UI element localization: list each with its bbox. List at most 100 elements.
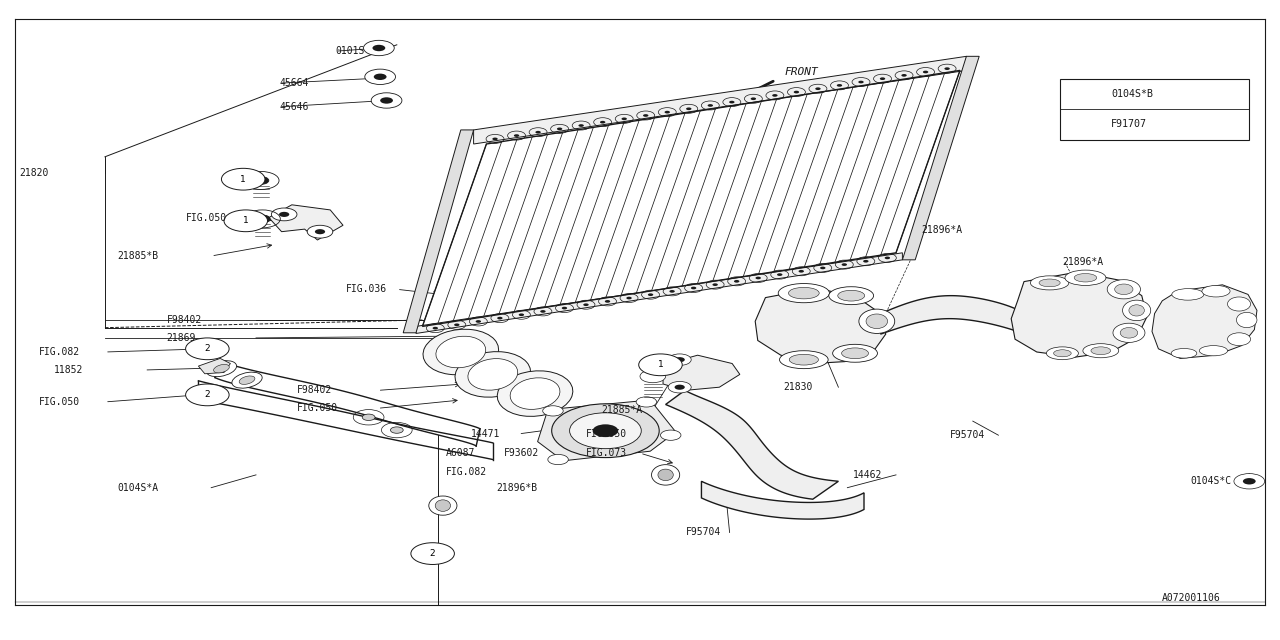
- Circle shape: [923, 70, 928, 74]
- Ellipse shape: [658, 469, 673, 481]
- Text: 45664: 45664: [279, 78, 308, 88]
- Ellipse shape: [1120, 328, 1138, 338]
- Circle shape: [636, 397, 657, 407]
- Circle shape: [518, 314, 524, 316]
- Circle shape: [1065, 115, 1101, 133]
- Ellipse shape: [497, 371, 573, 417]
- Circle shape: [584, 303, 589, 306]
- Polygon shape: [474, 56, 966, 144]
- Text: A6087: A6087: [445, 448, 475, 458]
- Ellipse shape: [790, 355, 818, 365]
- Text: F91707: F91707: [1111, 119, 1147, 129]
- Text: 21896*B: 21896*B: [497, 483, 538, 493]
- Circle shape: [365, 69, 396, 84]
- Circle shape: [777, 273, 782, 276]
- Ellipse shape: [232, 372, 262, 388]
- Circle shape: [713, 284, 718, 286]
- Text: F95704: F95704: [950, 430, 986, 440]
- Circle shape: [372, 45, 385, 51]
- Ellipse shape: [859, 309, 895, 333]
- Ellipse shape: [1236, 312, 1257, 328]
- Polygon shape: [416, 253, 902, 333]
- Text: 14471: 14471: [471, 429, 500, 439]
- Text: F95704: F95704: [686, 527, 722, 538]
- Circle shape: [730, 100, 735, 104]
- Text: 2: 2: [430, 549, 435, 558]
- Circle shape: [271, 208, 297, 221]
- Circle shape: [593, 424, 618, 437]
- Circle shape: [1065, 85, 1101, 103]
- Circle shape: [675, 385, 685, 390]
- Text: FIG.050: FIG.050: [186, 212, 227, 223]
- Ellipse shape: [1228, 333, 1251, 346]
- Polygon shape: [701, 481, 864, 519]
- Circle shape: [1234, 474, 1265, 489]
- Circle shape: [660, 430, 681, 440]
- Circle shape: [815, 88, 820, 90]
- Polygon shape: [666, 390, 838, 499]
- Text: 1: 1: [658, 360, 663, 369]
- Ellipse shape: [1228, 297, 1251, 311]
- Text: FIG.082: FIG.082: [38, 347, 79, 357]
- Polygon shape: [663, 355, 740, 390]
- Circle shape: [307, 225, 333, 238]
- Circle shape: [626, 297, 632, 300]
- Ellipse shape: [1107, 280, 1140, 299]
- Circle shape: [364, 40, 394, 56]
- Circle shape: [493, 138, 498, 140]
- Circle shape: [820, 267, 826, 269]
- Ellipse shape: [1065, 270, 1106, 285]
- Circle shape: [315, 229, 325, 234]
- Ellipse shape: [1115, 284, 1133, 294]
- Text: 21885*B: 21885*B: [118, 251, 159, 261]
- Circle shape: [859, 81, 864, 83]
- Polygon shape: [902, 56, 979, 260]
- Text: 14462: 14462: [852, 470, 882, 480]
- Circle shape: [543, 406, 563, 416]
- Ellipse shape: [454, 351, 531, 397]
- Ellipse shape: [867, 314, 887, 328]
- Text: FRONT: FRONT: [785, 67, 818, 77]
- Circle shape: [535, 131, 540, 134]
- Ellipse shape: [1039, 279, 1060, 287]
- Circle shape: [799, 270, 804, 273]
- Circle shape: [255, 215, 270, 223]
- Circle shape: [454, 323, 460, 326]
- Ellipse shape: [1053, 349, 1071, 357]
- Bar: [1060, 79, 1249, 140]
- Ellipse shape: [436, 336, 485, 368]
- Ellipse shape: [1199, 346, 1228, 356]
- Ellipse shape: [1202, 285, 1230, 297]
- Circle shape: [362, 414, 375, 420]
- Circle shape: [648, 293, 653, 296]
- Text: FIG.036: FIG.036: [346, 284, 387, 294]
- Text: 21896*A: 21896*A: [922, 225, 963, 236]
- Circle shape: [945, 67, 950, 70]
- Polygon shape: [1152, 285, 1257, 358]
- Polygon shape: [198, 358, 230, 374]
- Text: 0104S*C: 0104S*C: [1190, 476, 1231, 486]
- Text: 21896*A: 21896*A: [1062, 257, 1103, 268]
- Ellipse shape: [422, 329, 499, 375]
- Text: 0104S*A: 0104S*A: [118, 483, 159, 493]
- Circle shape: [668, 381, 691, 393]
- Ellipse shape: [206, 360, 237, 377]
- Circle shape: [640, 370, 666, 383]
- Circle shape: [605, 300, 611, 303]
- Text: 2: 2: [1080, 120, 1085, 129]
- Polygon shape: [403, 130, 474, 333]
- Polygon shape: [755, 288, 886, 364]
- Circle shape: [879, 77, 886, 80]
- Circle shape: [186, 338, 229, 360]
- Circle shape: [691, 287, 696, 289]
- Circle shape: [513, 134, 520, 137]
- Text: A072001106: A072001106: [1162, 593, 1221, 604]
- Circle shape: [643, 114, 649, 117]
- Ellipse shape: [780, 351, 828, 369]
- Circle shape: [842, 263, 847, 266]
- Ellipse shape: [1129, 305, 1144, 316]
- Circle shape: [253, 177, 269, 184]
- Circle shape: [476, 320, 481, 323]
- Circle shape: [901, 74, 906, 77]
- Ellipse shape: [838, 291, 865, 301]
